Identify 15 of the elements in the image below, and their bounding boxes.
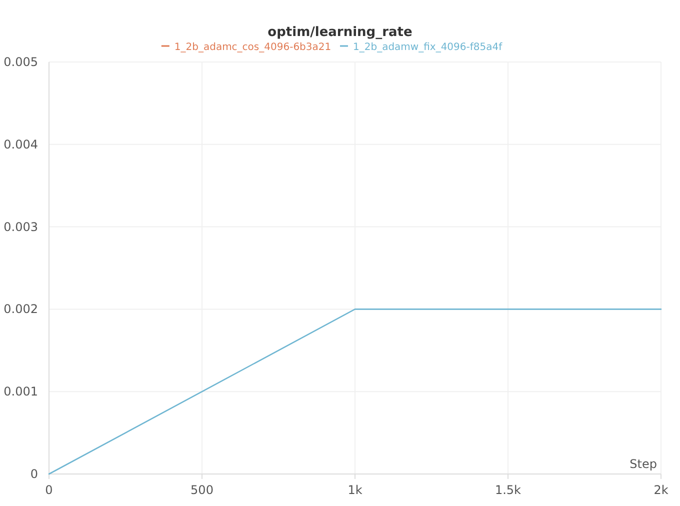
legend-label: 1_2b_adamw_fix_4096-f85a4f (353, 42, 503, 53)
y-tick-label: 0.004 (4, 137, 38, 152)
x-tick-label: 1k (348, 483, 362, 497)
y-tick-label: 0.002 (4, 302, 38, 316)
x-tick-label: 500 (190, 483, 214, 497)
x-tick-label: 2k (654, 483, 668, 497)
y-tick-label: 0.001 (4, 384, 38, 399)
legend-label: 1_2b_adamc_cos_4096-6b3a21 (174, 42, 332, 53)
y-tick-label: 0.005 (4, 55, 38, 69)
x-axis-title: Step (630, 457, 657, 471)
x-tick-label: 1.5k (494, 483, 522, 497)
y-tick-label: 0 (30, 467, 38, 481)
y-tick-label: 0.003 (4, 220, 38, 234)
chart-title: optim/learning_rate (268, 25, 412, 40)
x-tick-label: 0 (45, 483, 53, 497)
